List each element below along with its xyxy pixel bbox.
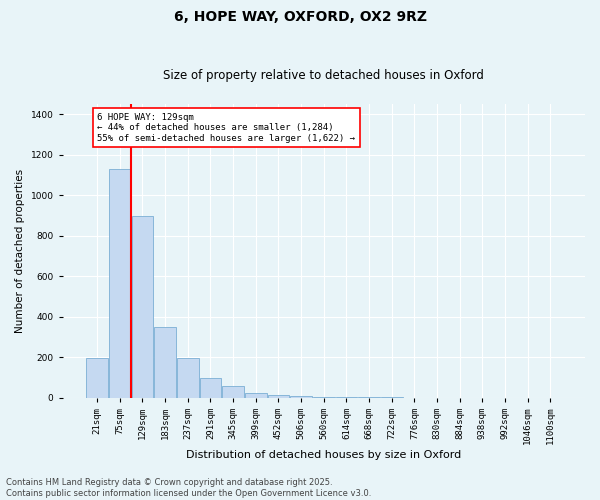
Text: 6 HOPE WAY: 129sqm
← 44% of detached houses are smaller (1,284)
55% of semi-deta: 6 HOPE WAY: 129sqm ← 44% of detached hou… [97, 113, 355, 142]
Bar [245, 392, 266, 398]
Bar [313, 397, 335, 398]
Bar [290, 396, 312, 398]
Text: 6, HOPE WAY, OXFORD, OX2 9RZ: 6, HOPE WAY, OXFORD, OX2 9RZ [173, 10, 427, 24]
Bar [154, 327, 176, 398]
Bar [268, 395, 289, 398]
Bar [177, 358, 199, 398]
Bar [131, 216, 153, 398]
Bar [109, 169, 131, 398]
Text: Contains HM Land Registry data © Crown copyright and database right 2025.
Contai: Contains HM Land Registry data © Crown c… [6, 478, 371, 498]
Y-axis label: Number of detached properties: Number of detached properties [15, 169, 25, 333]
Bar [223, 386, 244, 398]
X-axis label: Distribution of detached houses by size in Oxford: Distribution of detached houses by size … [186, 450, 461, 460]
Bar [200, 378, 221, 398]
Title: Size of property relative to detached houses in Oxford: Size of property relative to detached ho… [163, 69, 484, 82]
Bar [335, 397, 357, 398]
Bar [86, 358, 108, 398]
